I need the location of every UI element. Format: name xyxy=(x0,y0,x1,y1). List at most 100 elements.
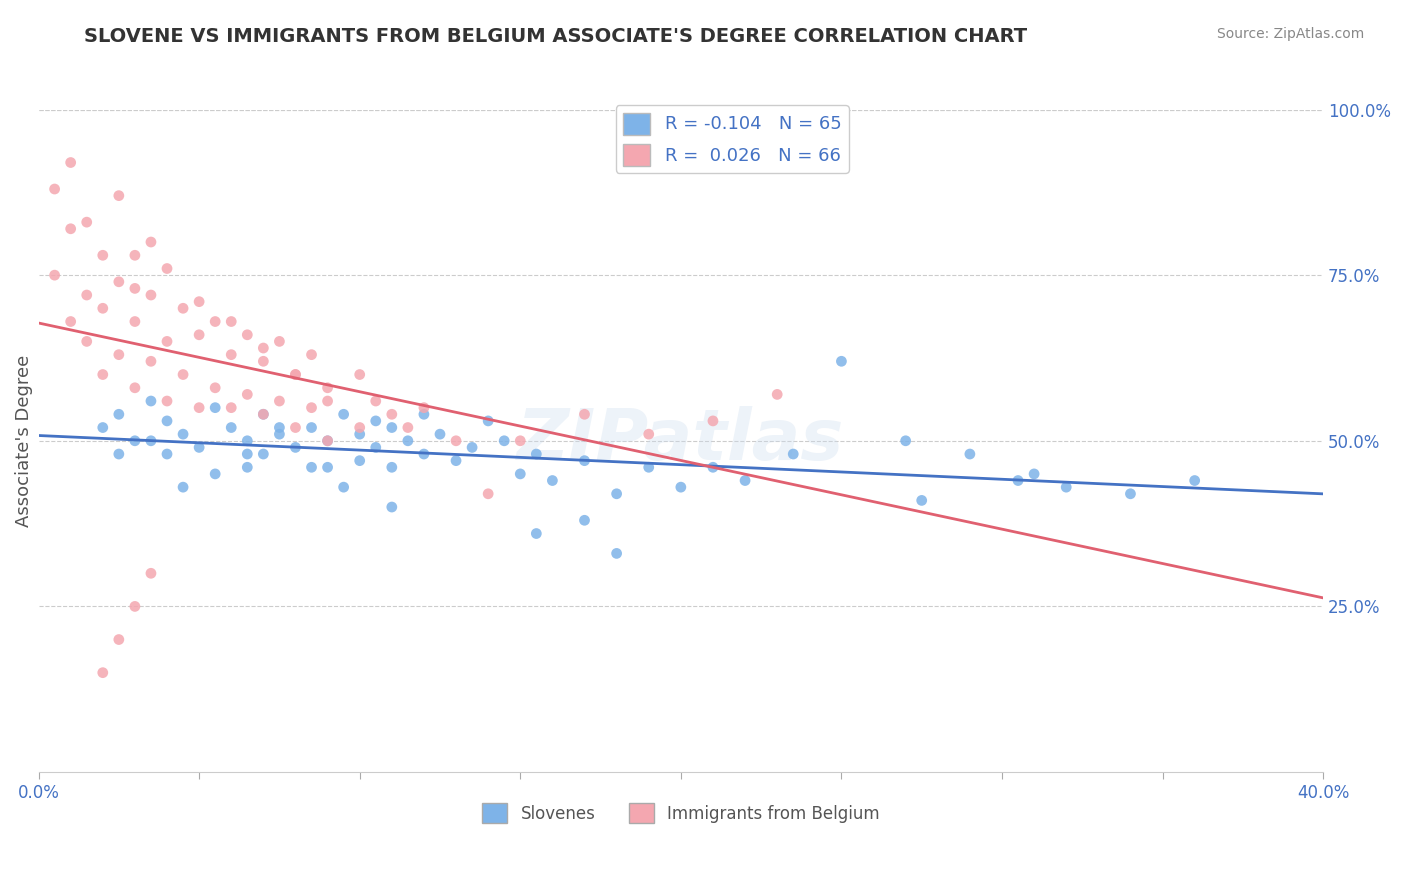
Point xyxy=(156,447,179,461)
Point xyxy=(108,447,131,461)
Point xyxy=(494,434,516,448)
Point xyxy=(702,414,724,428)
Y-axis label: Associate's Degree: Associate's Degree xyxy=(15,355,32,527)
Point xyxy=(444,453,467,467)
Point xyxy=(461,441,484,455)
Point xyxy=(188,441,211,455)
Point xyxy=(894,434,917,448)
Point xyxy=(477,414,499,428)
Point xyxy=(637,427,659,442)
Point xyxy=(782,447,804,461)
Point xyxy=(349,427,371,442)
Point xyxy=(301,420,323,434)
Text: Source: ZipAtlas.com: Source: ZipAtlas.com xyxy=(1216,27,1364,41)
Point xyxy=(477,487,499,501)
Point xyxy=(284,420,307,434)
Point xyxy=(172,480,194,494)
Point xyxy=(172,368,194,382)
Point xyxy=(269,420,291,434)
Point xyxy=(252,407,274,421)
Point xyxy=(316,460,339,475)
Point xyxy=(172,301,194,316)
Point xyxy=(574,407,596,421)
Point xyxy=(76,334,98,349)
Point xyxy=(236,327,259,342)
Point xyxy=(284,368,307,382)
Point xyxy=(509,434,531,448)
Point xyxy=(91,301,114,316)
Point xyxy=(124,434,146,448)
Point xyxy=(236,447,259,461)
Text: ZIPatlas: ZIPatlas xyxy=(517,406,845,475)
Point xyxy=(541,474,564,488)
Point xyxy=(959,447,981,461)
Point xyxy=(911,493,934,508)
Point xyxy=(124,599,146,614)
Point xyxy=(429,427,451,442)
Point xyxy=(139,288,162,302)
Point xyxy=(156,414,179,428)
Point xyxy=(108,407,131,421)
Point xyxy=(381,420,404,434)
Point xyxy=(269,394,291,409)
Point xyxy=(108,632,131,647)
Point xyxy=(396,420,419,434)
Point xyxy=(91,420,114,434)
Legend: Slovenes, Immigrants from Belgium: Slovenes, Immigrants from Belgium xyxy=(475,797,886,830)
Point xyxy=(44,268,66,282)
Point xyxy=(316,381,339,395)
Point xyxy=(574,513,596,527)
Point xyxy=(413,447,436,461)
Point xyxy=(766,387,789,401)
Point xyxy=(734,474,756,488)
Point xyxy=(236,387,259,401)
Point xyxy=(574,453,596,467)
Point xyxy=(349,453,371,467)
Point xyxy=(204,401,226,415)
Point xyxy=(316,434,339,448)
Point xyxy=(91,665,114,680)
Point xyxy=(284,368,307,382)
Point xyxy=(269,334,291,349)
Point xyxy=(284,441,307,455)
Point xyxy=(509,467,531,481)
Point xyxy=(316,394,339,409)
Text: SLOVENE VS IMMIGRANTS FROM BELGIUM ASSOCIATE'S DEGREE CORRELATION CHART: SLOVENE VS IMMIGRANTS FROM BELGIUM ASSOC… xyxy=(84,27,1028,45)
Point xyxy=(188,294,211,309)
Point xyxy=(1184,474,1206,488)
Point xyxy=(364,394,387,409)
Point xyxy=(59,155,82,169)
Point xyxy=(1022,467,1045,481)
Point xyxy=(524,526,547,541)
Point xyxy=(396,434,419,448)
Point xyxy=(219,401,242,415)
Point xyxy=(91,248,114,262)
Point xyxy=(349,420,371,434)
Point xyxy=(172,427,194,442)
Point xyxy=(219,420,242,434)
Point xyxy=(332,407,354,421)
Point xyxy=(108,188,131,202)
Point xyxy=(188,401,211,415)
Point xyxy=(236,460,259,475)
Point xyxy=(381,500,404,514)
Point xyxy=(204,381,226,395)
Point xyxy=(139,235,162,249)
Point xyxy=(252,354,274,368)
Point xyxy=(316,434,339,448)
Point xyxy=(830,354,852,368)
Point xyxy=(44,182,66,196)
Point xyxy=(124,248,146,262)
Point xyxy=(204,314,226,328)
Point xyxy=(124,314,146,328)
Point xyxy=(524,447,547,461)
Point xyxy=(139,566,162,581)
Point xyxy=(219,314,242,328)
Point xyxy=(252,341,274,355)
Point xyxy=(59,221,82,235)
Point xyxy=(349,368,371,382)
Point xyxy=(669,480,692,494)
Point xyxy=(606,487,628,501)
Point xyxy=(76,215,98,229)
Point xyxy=(76,288,98,302)
